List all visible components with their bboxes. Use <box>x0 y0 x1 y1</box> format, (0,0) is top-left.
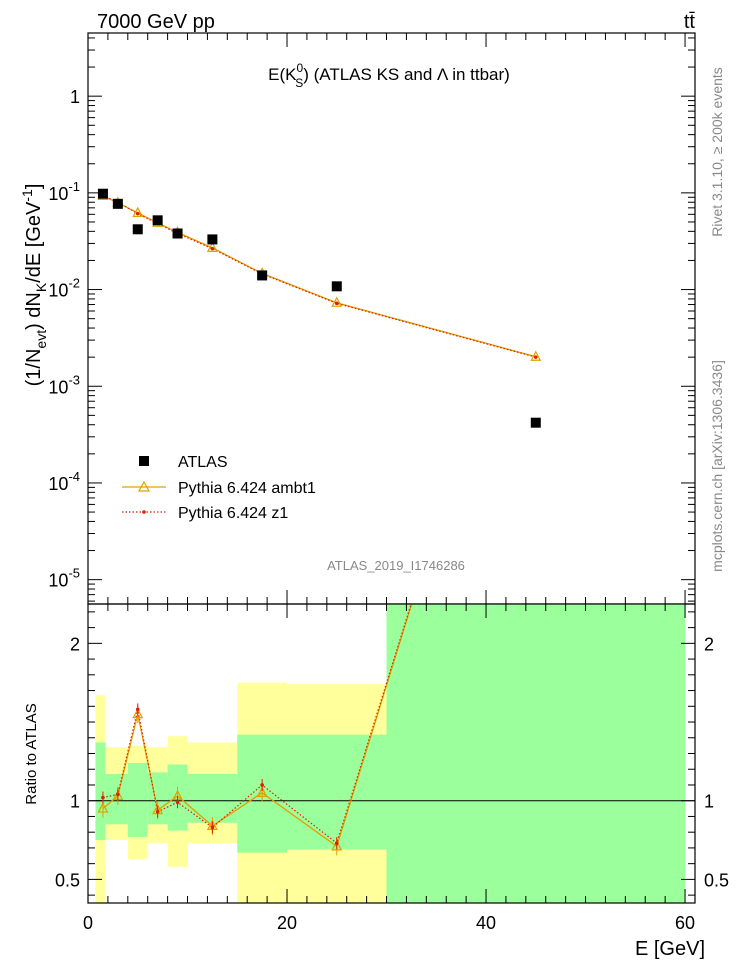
z1-ratio-point <box>334 841 339 845</box>
ambt1-point <box>132 206 144 218</box>
ratio-y-tick-label-right: 1 <box>704 792 714 812</box>
ratio-band-inner <box>127 762 148 837</box>
ratio-band-inner <box>287 734 387 850</box>
ambt1-ratio-point <box>256 786 268 797</box>
legend-label-z1: Pythia 6.424 z1 <box>178 505 288 522</box>
atlas-point <box>331 281 342 292</box>
ratio-band-inner <box>386 604 686 903</box>
ratio-panel: 0 20 40 60 0.5 0.5 1 1 2 2 Ratio to ATLAS E [GeV] <box>23 198 729 960</box>
atlas-point <box>530 417 541 428</box>
ambt1-ratio-point <box>97 802 109 813</box>
x-tick-label: 60 <box>675 913 695 933</box>
ambt1-line <box>102 195 536 358</box>
z1-line <box>102 194 536 358</box>
z1-ratio-point <box>534 201 538 205</box>
main-y-tick-label: 10-5 <box>48 566 80 591</box>
header-process-label: tt̄ <box>684 11 696 33</box>
atlas-point <box>112 198 123 209</box>
main-panel: 10-5 10-4 10-3 10-2 10-1 1 E(K0 S) (ATLAS KS a… <box>19 32 696 605</box>
ambt1-point <box>530 350 542 361</box>
z1-ratio-point <box>101 795 105 800</box>
atlas-point <box>132 224 143 235</box>
main-plot-title: E(K0 S) (ATLAS KS and Λ in ttbar) <box>268 61 510 90</box>
header-energy-label: 7000 GeV pp <box>97 11 215 33</box>
atlas-point <box>257 270 268 281</box>
ratio-y-axis-label: Ratio to ATLAS <box>23 703 40 804</box>
ambt1-ratio-point <box>331 840 343 851</box>
main-y-tick-label: 1 <box>70 87 80 107</box>
rivet-version-label: Rivet 3.1.10, ≥ 200k events <box>709 67 725 237</box>
z1-ratio-point <box>155 809 160 814</box>
legend-label-ambt1: Pythia 6.424 ambt1 <box>178 480 316 497</box>
main-y-axis-label: (1/Nevt) dNK/dE [GeV-1] <box>19 184 49 387</box>
z1-point <box>210 246 215 251</box>
z1-ratio-point <box>116 792 120 797</box>
ambt1-ratio-point <box>132 707 144 719</box>
x-axis-label: E [GeV] <box>635 938 705 960</box>
ratio-y-tick-label: 1 <box>70 792 80 812</box>
analysis-watermark: ATLAS_2019_I1746286 <box>327 558 465 573</box>
atlas-point <box>172 228 183 239</box>
ratio-y-tick-label-right: 2 <box>704 634 714 654</box>
legend-marker-z1 <box>142 510 146 514</box>
ratio-y-tick-label: 0.5 <box>55 870 80 890</box>
main-y-tick-label: 10-3 <box>48 372 80 397</box>
legend: ATLAS Pythia 6.424 ambt1 Pythia 6.424 z1 <box>122 454 316 522</box>
atlas-point <box>97 188 108 199</box>
legend-marker-atlas <box>139 456 149 466</box>
ratio-band-inner <box>95 742 106 841</box>
legend-label-atlas: ATLAS <box>178 454 228 471</box>
main-y-tick-label: 10-2 <box>48 276 80 301</box>
ratio-band-inner <box>187 773 238 823</box>
z1-point <box>135 211 140 216</box>
x-tick-label: 20 <box>277 913 297 933</box>
atlas-point <box>152 215 163 226</box>
main-y-tick-label: 10-4 <box>48 469 80 494</box>
ambt1-point <box>331 296 343 307</box>
z1-ratio-point <box>210 825 215 830</box>
x-tick-label: 0 <box>83 913 93 933</box>
z1-ratio-point <box>260 783 264 787</box>
legend-marker-ambt1 <box>137 480 151 492</box>
z1-point <box>334 301 339 306</box>
ambt1-ratio-point <box>531 198 540 207</box>
atlas-point <box>207 234 218 245</box>
mcplots-label: mcplots.cern.ch [arXiv:1306.3436] <box>709 360 725 572</box>
ratio-y-tick-label: 2 <box>70 634 80 654</box>
x-tick-label: 40 <box>476 913 496 933</box>
z1-ratio-point <box>175 800 180 805</box>
main-y-tick-label: 10-1 <box>48 179 80 204</box>
z1-ratio-point <box>135 707 140 712</box>
ambt1-point <box>206 241 218 252</box>
ratio-y-tick-label-right: 0.5 <box>704 870 729 890</box>
z1-point <box>533 355 538 359</box>
